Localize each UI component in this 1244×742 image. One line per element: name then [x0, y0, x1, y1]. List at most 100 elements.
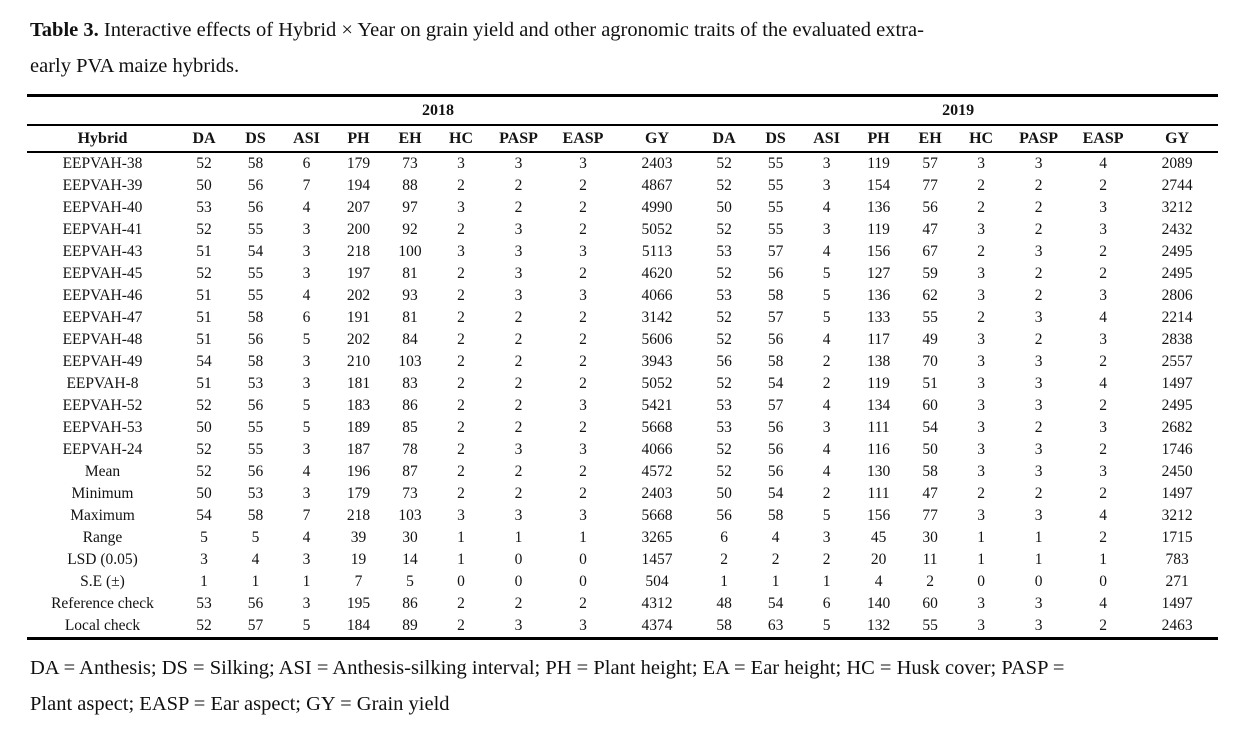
value-cell: 1 [977, 529, 985, 546]
value-cell: 2 [977, 485, 985, 502]
value-cell: 5 [302, 331, 311, 348]
value-cell: 55 [767, 155, 784, 172]
value-cell: 55 [922, 309, 938, 326]
value-cell: 179 [346, 485, 371, 502]
hybrid-cell: EEPVAH-39 [62, 177, 143, 194]
value-cell: 30 [402, 529, 418, 546]
value-cell: 54 [922, 419, 938, 436]
value-cell: 50 [196, 419, 212, 436]
value-cell: 3 [1034, 375, 1043, 392]
hybrid-cell: Range [82, 529, 123, 546]
table-row: EEPVAH-41 52 55 3 200 92 2 3 2 5052 52 55 3 119 47 3 2 3 2… [27, 219, 1218, 241]
value-cell: 2 [514, 397, 523, 414]
value-cell: 2 [1099, 243, 1107, 260]
value-cell: 3 [457, 507, 465, 524]
value-cell: 57 [767, 309, 784, 326]
value-cell: 56 [767, 419, 784, 436]
value-cell: 3 [514, 507, 523, 524]
value-cell: 4 [771, 529, 780, 546]
value-cell: 3 [977, 463, 985, 480]
value-cell: 3 [302, 265, 311, 282]
value-cell: 4066 [641, 441, 673, 458]
value-cell: 196 [346, 463, 371, 480]
value-cell: 2682 [1161, 419, 1193, 436]
table-row: S.E (±) 1 1 1 7 5 0 0 0 504 1 1 1 4 2 0 0 0 271 [27, 571, 1218, 593]
value-cell: 56 [247, 177, 264, 194]
table-caption-label: Table 3. [30, 19, 99, 41]
value-cell: 191 [346, 309, 371, 326]
table-row: EEPVAH-45 52 55 3 197 81 2 3 2 4620 52 56 5 127 59 3 2 2 2… [27, 263, 1218, 285]
value-cell: 67 [922, 243, 938, 260]
value-cell: 3 [1034, 309, 1043, 326]
table-caption-line1: Interactive effects of Hybrid × Year on … [98, 19, 924, 41]
value-cell: 52 [716, 375, 732, 392]
value-cell: 58 [247, 309, 264, 326]
value-cell: 11 [922, 551, 938, 568]
value-cell: 3 [1099, 331, 1107, 348]
value-cell: 156 [866, 243, 891, 260]
value-cell: 5 [302, 419, 311, 436]
value-cell: 2 [1034, 221, 1043, 238]
value-cell: 2 [977, 309, 985, 326]
hybrid-cell: EEPVAH-48 [62, 331, 143, 348]
value-cell: 2838 [1161, 331, 1193, 348]
value-cell: 2 [1034, 419, 1043, 436]
column-header-pasp-2018: PASP [487, 125, 550, 153]
year-header-row: 2018 2019 [27, 95, 1219, 126]
value-cell: 3 [977, 221, 985, 238]
value-cell: 50 [196, 177, 212, 194]
hybrid-cell: EEPVAH-41 [62, 221, 143, 238]
hybrid-cell: EEPVAH-49 [62, 353, 143, 370]
column-header-easp-2018: EASP [550, 125, 616, 153]
value-cell: 3 [977, 397, 985, 414]
value-cell: 0 [514, 551, 523, 568]
value-cell: 54 [767, 485, 784, 502]
value-cell: 2 [1099, 353, 1107, 370]
hybrid-cell: LSD (0.05) [67, 551, 138, 568]
value-cell: 51 [196, 375, 212, 392]
value-cell: 2 [771, 551, 780, 568]
value-cell: 111 [867, 485, 890, 502]
table-footnote-line2: Plant aspect; EASP = Ear aspect; GY = Gr… [30, 693, 450, 715]
value-cell: 39 [350, 529, 367, 546]
value-cell: 3 [977, 441, 985, 458]
value-cell: 6 [720, 529, 728, 546]
value-cell: 133 [866, 309, 891, 326]
value-cell: 30 [922, 529, 938, 546]
value-cell: 2 [457, 287, 465, 304]
value-cell: 271 [1165, 573, 1189, 590]
value-cell: 0 [1099, 573, 1107, 590]
value-cell: 2 [579, 331, 587, 348]
value-cell: 55 [247, 221, 264, 238]
value-cell: 5668 [641, 507, 673, 524]
value-cell: 3 [302, 441, 311, 458]
value-cell: 2450 [1161, 463, 1193, 480]
table-row: EEPVAH-48 51 56 5 202 84 2 2 2 5606 52 56 4 117 49 3 2 3 2… [27, 329, 1218, 351]
value-cell: 1457 [641, 551, 673, 568]
value-cell: 3 [457, 199, 465, 216]
value-cell: 60 [922, 595, 938, 612]
column-header-hc-2018: HC [435, 125, 487, 153]
value-cell: 3 [1099, 287, 1107, 304]
value-cell: 3 [977, 617, 985, 634]
value-cell: 50 [196, 485, 212, 502]
column-header-row: Hybrid DA DS ASI PH EH HC PASP EASP GY DA DS ASI PH EH… [27, 125, 1219, 153]
value-cell: 2495 [1161, 243, 1193, 260]
value-cell: 77 [922, 507, 938, 524]
value-cell: 3 [302, 485, 311, 502]
value-cell: 1 [457, 551, 465, 568]
value-cell: 3 [1034, 397, 1043, 414]
value-cell: 1497 [1161, 485, 1193, 502]
value-cell: 73 [402, 155, 418, 172]
value-cell: 2 [1099, 529, 1107, 546]
value-cell: 52 [716, 265, 732, 282]
value-cell: 4 [1099, 309, 1107, 326]
table-caption: Table 3. Interactive effects of Hybrid ×… [30, 12, 1217, 84]
value-cell: 53 [196, 199, 212, 216]
value-cell: 3 [302, 551, 311, 568]
value-cell: 116 [867, 441, 890, 458]
value-cell: 52 [196, 265, 212, 282]
value-cell: 2 [579, 177, 587, 194]
value-cell: 3 [1099, 463, 1107, 480]
value-cell: 52 [716, 331, 732, 348]
